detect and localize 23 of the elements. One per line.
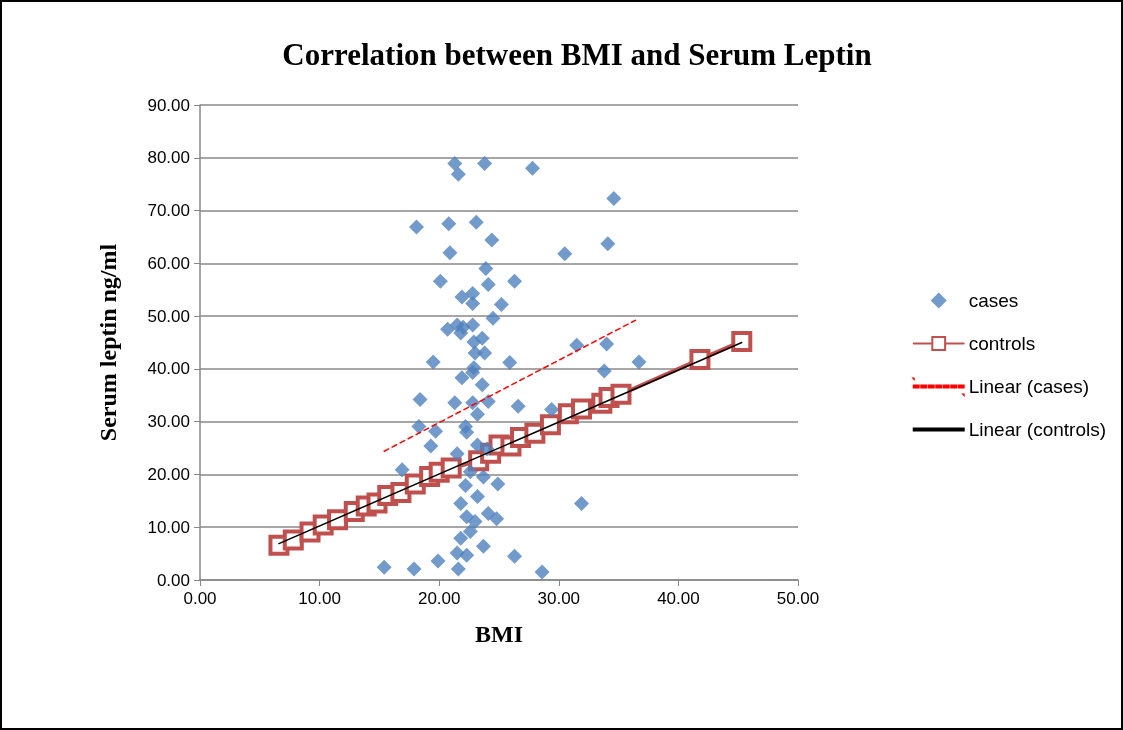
x-tick-label: 50.00 — [776, 589, 820, 608]
x-tick-label: 0.00 — [183, 589, 217, 608]
y-tick-label: 80.00 — [147, 148, 190, 168]
y-tick-label: 10.00 — [147, 517, 190, 537]
y-tick-label: 0.00 — [156, 570, 190, 590]
x-tick-label: 10.00 — [298, 589, 341, 608]
y-tick-label: 60.00 — [147, 253, 190, 273]
y-axis-title: Serum leptin ng/ml — [95, 243, 121, 442]
legend-label: Linear (controls) — [968, 419, 1106, 440]
y-tick-label: 90.00 — [147, 95, 190, 115]
legend-label: cases — [968, 290, 1019, 311]
x-tick-label: 20.00 — [417, 589, 461, 608]
y-tick-label: 50.00 — [147, 306, 190, 326]
legend-label: Linear (cases) — [968, 376, 1090, 397]
x-axis-title: BMI — [475, 621, 523, 647]
x-tick-label: 30.00 — [537, 589, 581, 608]
y-tick-label: 40.00 — [147, 359, 190, 379]
chart-title: Correlation between BMI and Serum Leptin — [282, 37, 872, 72]
legend-label: controls — [968, 333, 1036, 354]
x-tick-label: 40.00 — [657, 589, 700, 608]
y-tick-label: 20.00 — [147, 464, 190, 484]
y-tick-label: 30.00 — [147, 412, 190, 432]
y-tick-label: 70.00 — [147, 201, 190, 221]
